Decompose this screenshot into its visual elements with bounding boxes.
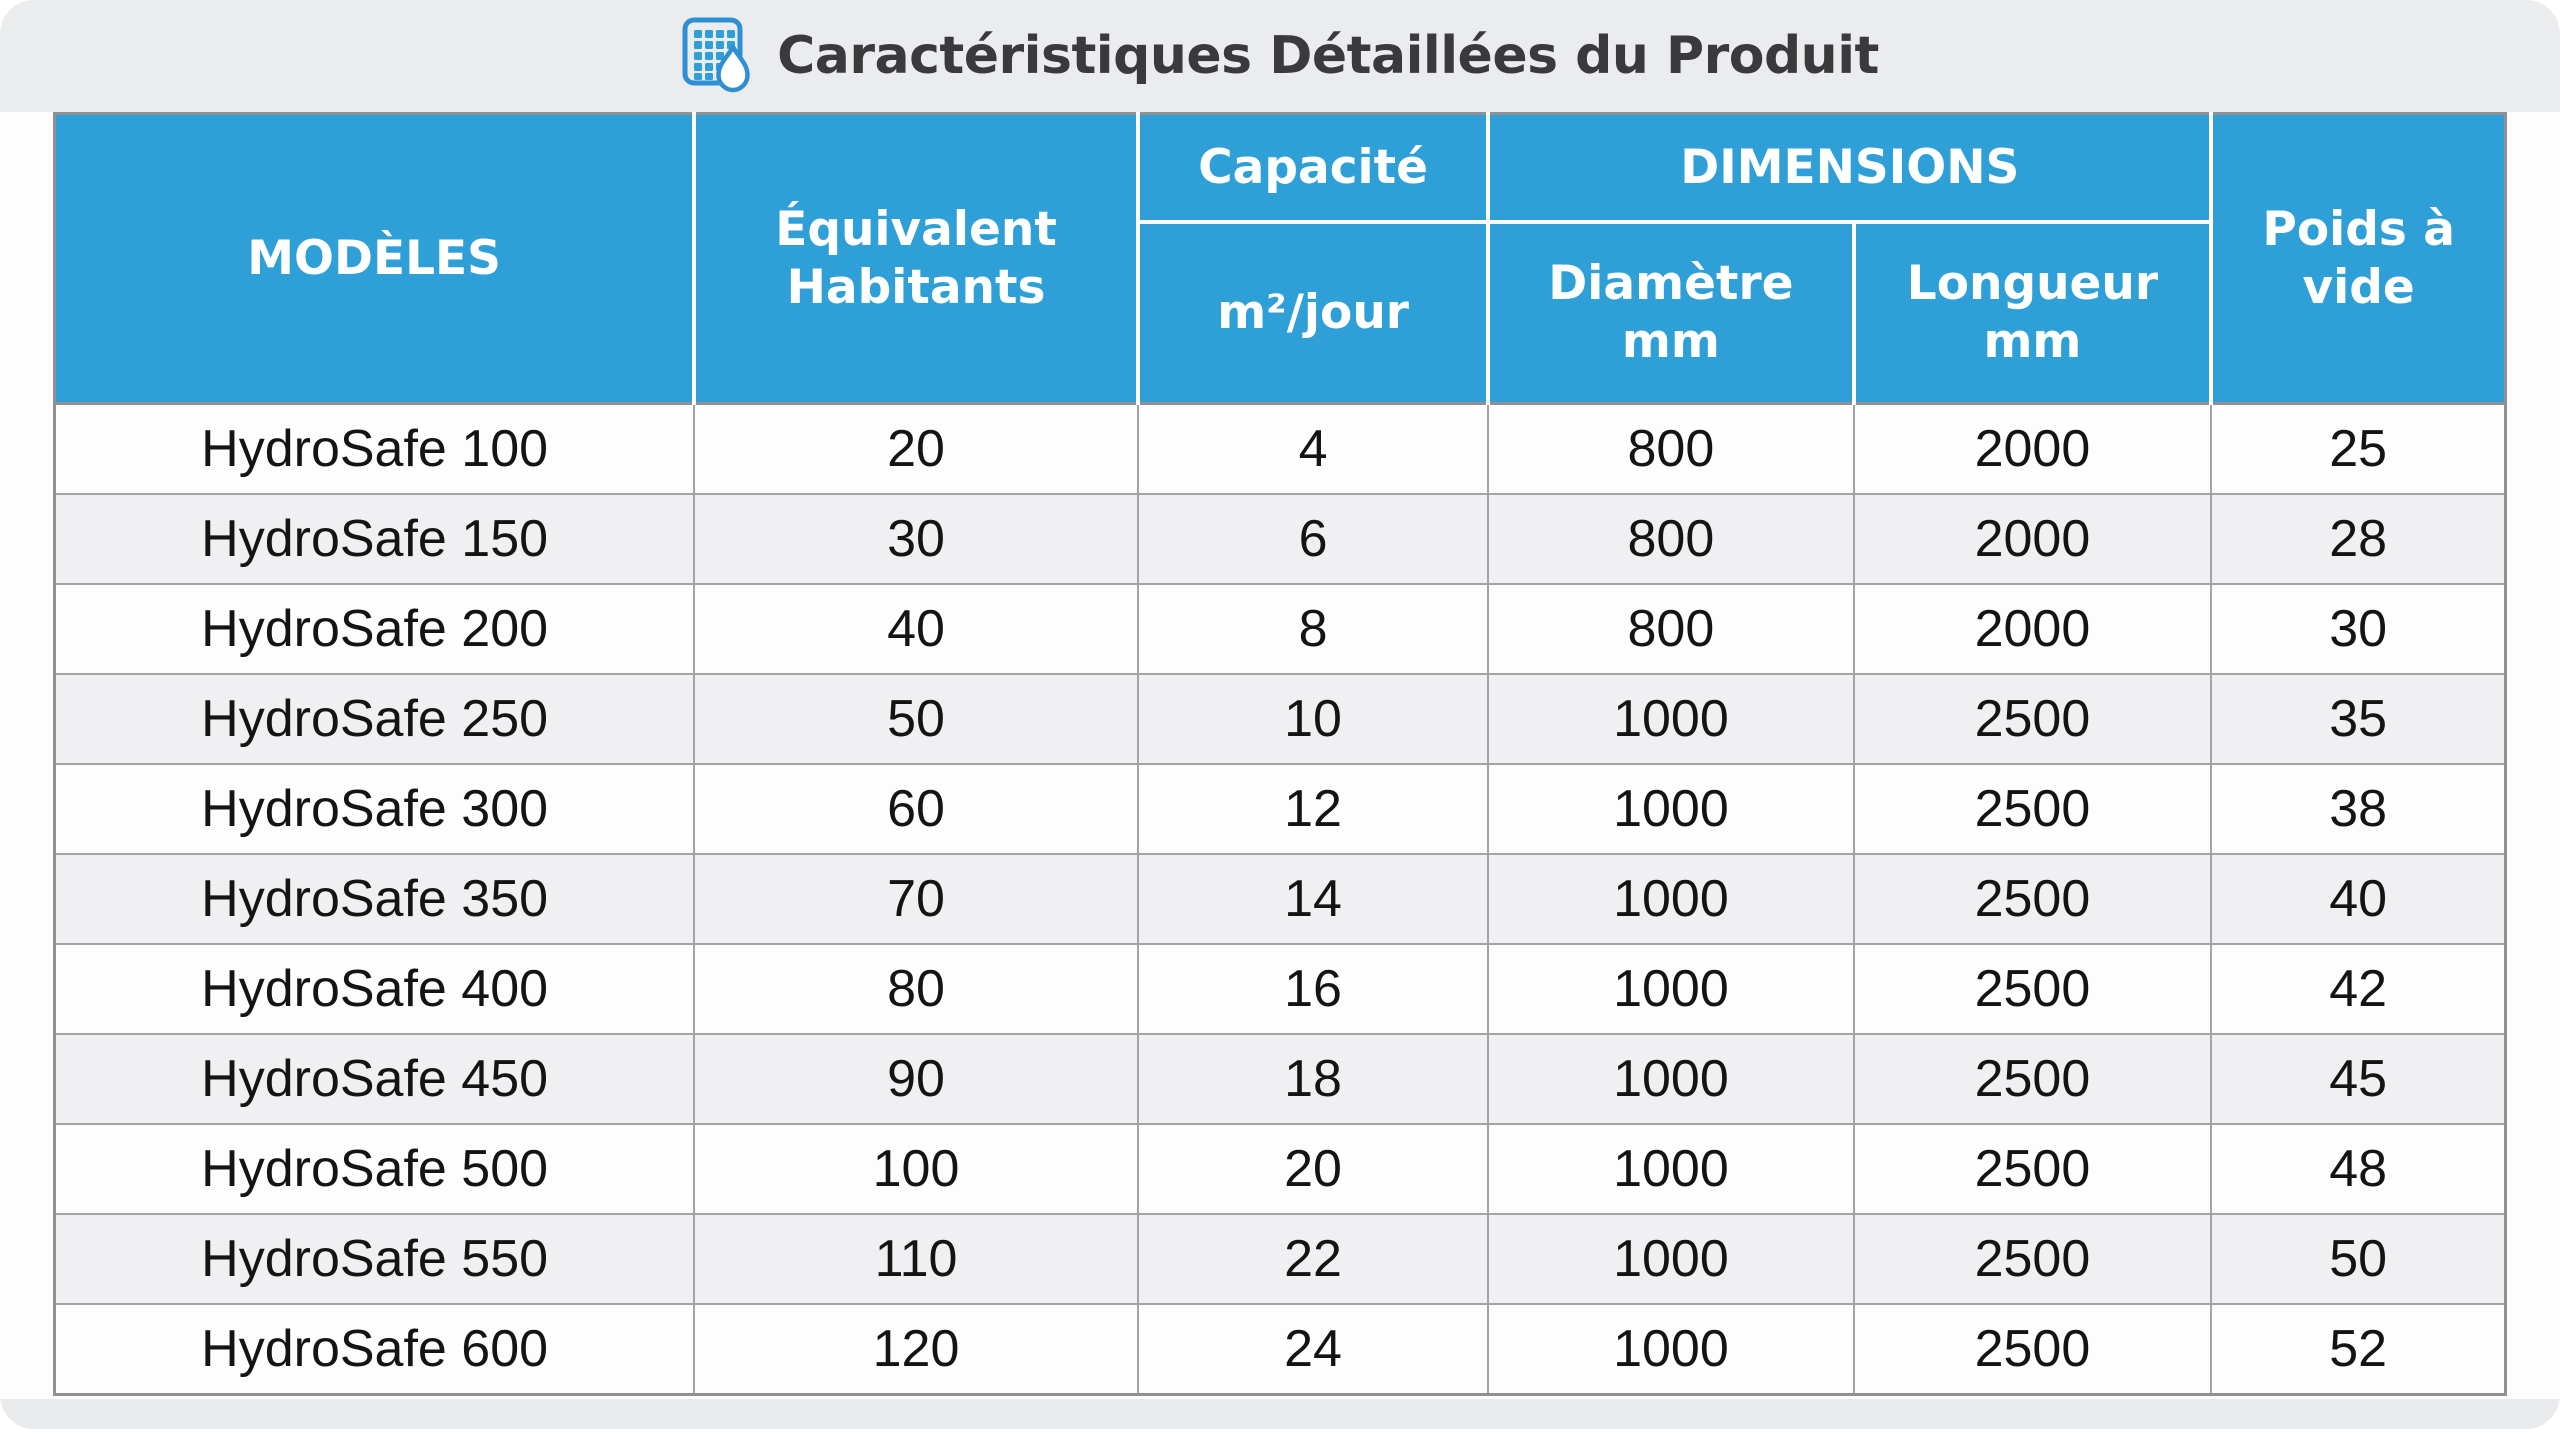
cell-capacite-m2-jour: 8	[1136, 583, 1490, 675]
cell-equivalent-habitants: 70	[693, 853, 1139, 945]
cell-longueur-mm: 2500	[1852, 1303, 2213, 1396]
cell-model: HydroSafe 300	[53, 763, 696, 855]
table-droplet-icon	[681, 16, 751, 96]
cell-poids-a-vide: 35	[2210, 673, 2507, 765]
table-container: MODÈLES Équivalent Habitants Capacité DI…	[0, 112, 2560, 1399]
spec-table: MODÈLES Équivalent Habitants Capacité DI…	[53, 112, 2508, 1396]
cell-equivalent-habitants: 30	[693, 493, 1139, 585]
cell-equivalent-habitants: 50	[693, 673, 1139, 765]
cell-model: HydroSafe 150	[53, 493, 696, 585]
cell-equivalent-habitants: 100	[693, 1123, 1139, 1215]
cell-longueur-mm: 2000	[1852, 402, 2213, 495]
col-header-equivalent-habitants: Équivalent Habitants	[692, 112, 1140, 405]
cell-diametre-mm: 1000	[1487, 1303, 1855, 1396]
cell-diametre-mm: 1000	[1487, 1213, 1855, 1305]
cell-capacite-m2-jour: 4	[1136, 402, 1490, 495]
cell-longueur-mm: 2500	[1852, 1123, 2213, 1215]
cell-longueur-mm: 2500	[1852, 1213, 2213, 1305]
table-row: HydroSafe 550 110 22 1000 2500 50	[53, 1213, 2507, 1305]
table-row: HydroSafe 350 70 14 1000 2500 40	[53, 853, 2507, 945]
card-footer	[0, 1399, 2560, 1429]
cell-capacite-m2-jour: 6	[1136, 493, 1490, 585]
cell-capacite-m2-jour: 12	[1136, 763, 1490, 855]
cell-model: HydroSafe 550	[53, 1213, 696, 1305]
cell-poids-a-vide: 25	[2210, 402, 2507, 495]
cell-equivalent-habitants: 110	[693, 1213, 1139, 1305]
table-row: HydroSafe 500 100 20 1000 2500 48	[53, 1123, 2507, 1215]
cell-diametre-mm: 1000	[1487, 763, 1855, 855]
cell-longueur-mm: 2500	[1852, 1033, 2213, 1125]
cell-poids-a-vide: 30	[2210, 583, 2507, 675]
cell-poids-a-vide: 28	[2210, 493, 2507, 585]
page-title: Caractéristiques Détaillées du Produit	[777, 26, 1879, 86]
cell-model: HydroSafe 500	[53, 1123, 696, 1215]
cell-poids-a-vide: 40	[2210, 853, 2507, 945]
cell-poids-a-vide: 50	[2210, 1213, 2507, 1305]
table-row: HydroSafe 250 50 10 1000 2500 35	[53, 673, 2507, 765]
cell-equivalent-habitants: 90	[693, 1033, 1139, 1125]
table-row: HydroSafe 150 30 6 800 2000 28	[53, 493, 2507, 585]
cell-poids-a-vide: 48	[2210, 1123, 2507, 1215]
cell-capacite-m2-jour: 24	[1136, 1303, 1490, 1396]
cell-capacite-m2-jour: 16	[1136, 943, 1490, 1035]
table-row: HydroSafe 300 60 12 1000 2500 38	[53, 763, 2507, 855]
cell-longueur-mm: 2500	[1852, 763, 2213, 855]
table-row: HydroSafe 200 40 8 800 2000 30	[53, 583, 2507, 675]
cell-capacite-m2-jour: 14	[1136, 853, 1490, 945]
cell-model: HydroSafe 100	[53, 402, 696, 495]
cell-model: HydroSafe 250	[53, 673, 696, 765]
table-row: HydroSafe 450 90 18 1000 2500 45	[53, 1033, 2507, 1125]
cell-longueur-mm: 2500	[1852, 673, 2213, 765]
col-header-diametre-mm: Diamètre mm	[1486, 219, 1856, 405]
spec-table-head: MODÈLES Équivalent Habitants Capacité DI…	[53, 112, 2508, 405]
cell-poids-a-vide: 38	[2210, 763, 2507, 855]
cell-diametre-mm: 1000	[1487, 853, 1855, 945]
col-header-capacite-unit: m²/jour	[1135, 219, 1491, 405]
col-header-models: MODÈLES	[53, 112, 697, 405]
cell-longueur-mm: 2500	[1852, 853, 2213, 945]
cell-diametre-mm: 1000	[1487, 1033, 1855, 1125]
cell-model: HydroSafe 200	[53, 583, 696, 675]
cell-diametre-mm: 800	[1487, 493, 1855, 585]
table-row: HydroSafe 100 20 4 800 2000 25	[53, 402, 2507, 495]
cell-model: HydroSafe 350	[53, 853, 696, 945]
cell-equivalent-habitants: 20	[693, 402, 1139, 495]
cell-equivalent-habitants: 80	[693, 943, 1139, 1035]
cell-model: HydroSafe 400	[53, 943, 696, 1035]
cell-capacite-m2-jour: 20	[1136, 1123, 1490, 1215]
table-row: HydroSafe 600 120 24 1000 2500 52	[53, 1303, 2507, 1396]
cell-poids-a-vide: 45	[2210, 1033, 2507, 1125]
cell-equivalent-habitants: 60	[693, 763, 1139, 855]
table-row: HydroSafe 400 80 16 1000 2500 42	[53, 943, 2507, 1035]
cell-model: HydroSafe 450	[53, 1033, 696, 1125]
cell-diametre-mm: 1000	[1487, 673, 1855, 765]
cell-poids-a-vide: 42	[2210, 943, 2507, 1035]
cell-longueur-mm: 2000	[1852, 583, 2213, 675]
cell-capacite-m2-jour: 18	[1136, 1033, 1490, 1125]
cell-longueur-mm: 2500	[1852, 943, 2213, 1035]
cell-capacite-m2-jour: 22	[1136, 1213, 1490, 1305]
spec-table-body: HydroSafe 100 20 4 800 2000 25 HydroSafe 150 30…	[53, 402, 2507, 1396]
col-header-dimensions: DIMENSIONS	[1486, 112, 2214, 224]
cell-diametre-mm: 800	[1487, 583, 1855, 675]
col-header-capacite: Capacité	[1135, 112, 1491, 224]
cell-diametre-mm: 1000	[1487, 1123, 1855, 1215]
cell-equivalent-habitants: 40	[693, 583, 1139, 675]
cell-diametre-mm: 800	[1487, 402, 1855, 495]
col-header-poids-a-vide: Poids à vide	[2209, 112, 2508, 405]
cell-capacite-m2-jour: 10	[1136, 673, 1490, 765]
cell-equivalent-habitants: 120	[693, 1303, 1139, 1396]
cell-longueur-mm: 2000	[1852, 493, 2213, 585]
card-header: Caractéristiques Détaillées du Produit	[0, 0, 2560, 112]
cell-model: HydroSafe 600	[53, 1303, 696, 1396]
cell-diametre-mm: 1000	[1487, 943, 1855, 1035]
cell-poids-a-vide: 52	[2210, 1303, 2507, 1396]
col-header-longueur-mm: Longueur mm	[1851, 219, 2214, 405]
